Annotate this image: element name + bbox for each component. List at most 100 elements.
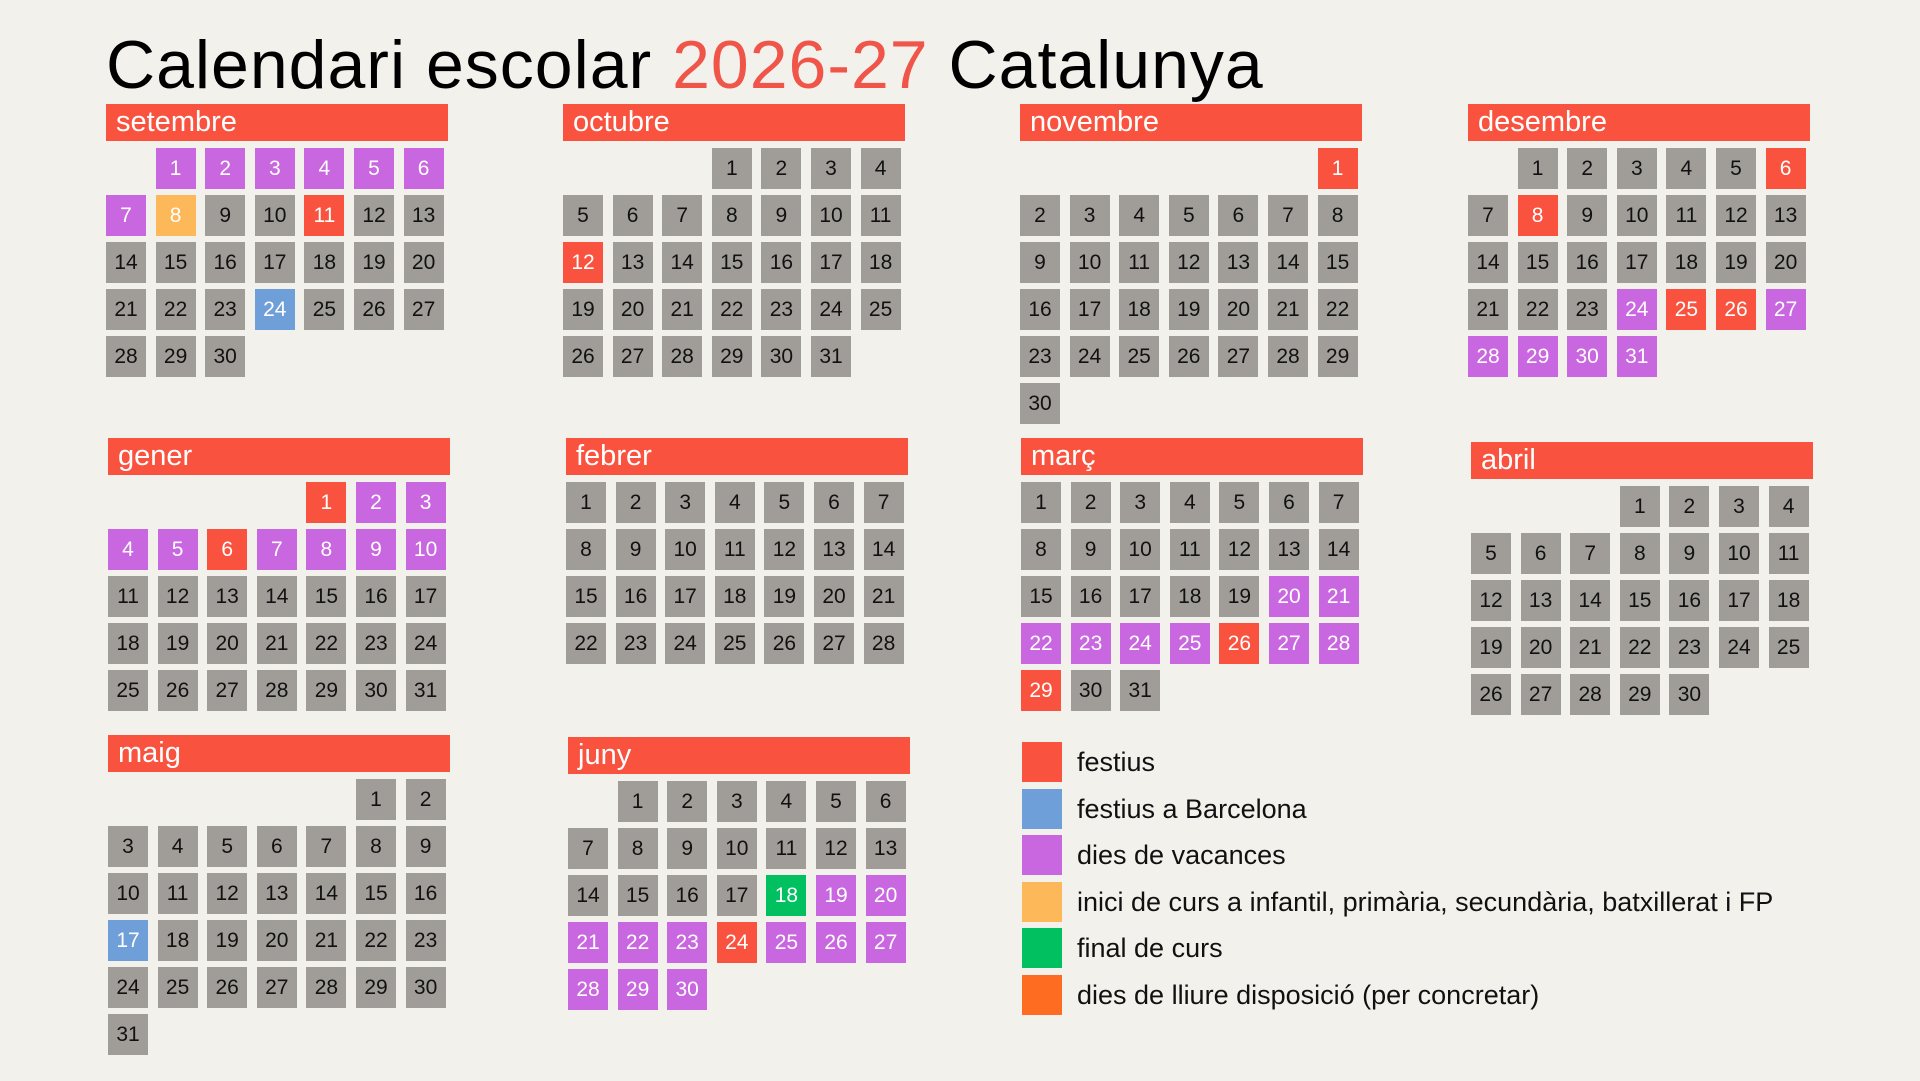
day-cell: 14 xyxy=(306,873,347,914)
day-cell: 15 xyxy=(1317,242,1358,283)
day-cell: 6 xyxy=(814,482,854,523)
day-cell: 2 xyxy=(1020,195,1060,236)
day-cell: 22 xyxy=(711,289,752,330)
day-cell: 4 xyxy=(1119,195,1160,236)
month-header: desembre xyxy=(1468,104,1810,141)
day-cell: 7 xyxy=(256,529,297,570)
day-cell: 20 xyxy=(865,875,906,916)
day-cell: 31 xyxy=(1120,670,1161,711)
day-cell: 6 xyxy=(1269,482,1309,523)
month-grid: 1 2 3 4 5 6 7 8 9 10 11 12 13 14 15 16 17 18 19 20 21 22 23 24 2… xyxy=(1468,148,1810,448)
day-cell: 12 xyxy=(563,242,603,283)
day-cell: 24 xyxy=(108,967,148,1008)
day-cell: 27 xyxy=(865,922,906,963)
day-cell: 20 xyxy=(814,576,854,617)
day-cell: 5 xyxy=(1716,148,1756,189)
day-cell: 5 xyxy=(1219,482,1260,523)
day-cell: 1 xyxy=(1619,486,1660,527)
day-cell: 29 xyxy=(1317,336,1358,377)
day-cell: 28 xyxy=(106,336,146,377)
day-cell: 10 xyxy=(254,195,295,236)
day-cell: 7 xyxy=(662,195,703,236)
month-març: març 1 2 3 4 5 6 7 8 9 10 11 12 13 14 15 16 17 18 19 20 21 22 2… xyxy=(1021,438,1363,782)
day-cell: 7 xyxy=(1468,195,1508,236)
day-cell: 12 xyxy=(1219,529,1260,570)
day-cell: 26 xyxy=(1716,289,1756,330)
legend-label: final de curs xyxy=(1077,933,1223,963)
day-cell: 9 xyxy=(1567,195,1608,236)
day-cell: 10 xyxy=(1616,195,1657,236)
day-cell: 26 xyxy=(764,623,805,664)
day-cell: 30 xyxy=(1669,674,1710,715)
day-cell: 14 xyxy=(863,529,904,570)
day-cell: 1 xyxy=(155,148,196,189)
day-cell: 2 xyxy=(667,781,708,822)
day-cell: 11 xyxy=(157,873,198,914)
day-cell: 4 xyxy=(1169,482,1210,523)
day-cell: 17 xyxy=(108,920,148,961)
day-cell: 22 xyxy=(617,922,658,963)
day-cell: 26 xyxy=(354,289,394,330)
day-cell: 29 xyxy=(356,967,396,1008)
day-cell: 17 xyxy=(1719,580,1759,621)
day-cell: 3 xyxy=(108,826,148,867)
day-cell: 8 xyxy=(617,828,658,869)
day-cell: 13 xyxy=(814,529,854,570)
day-cell: 2 xyxy=(615,482,656,523)
day-cell: 5 xyxy=(157,529,198,570)
day-cell: 15 xyxy=(1619,580,1660,621)
day-cell: 21 xyxy=(1318,576,1359,617)
day-cell: 13 xyxy=(256,873,297,914)
month-grid: 1 2 3 4 5 6 7 8 9 10 11 12 13 14 15 16 17 18 19 20 21 22 23 24 2… xyxy=(568,781,910,1081)
day-cell: 1 xyxy=(356,779,396,820)
legend-label: inici de curs a infantil, primària, secu… xyxy=(1077,886,1774,917)
day-cell: 18 xyxy=(304,242,345,283)
day-cell: 4 xyxy=(860,148,901,189)
month-header: gener xyxy=(108,438,450,475)
day-cell: 15 xyxy=(566,576,606,617)
day-cell: 15 xyxy=(356,873,396,914)
day-cell: 16 xyxy=(761,242,802,283)
legend-swatch xyxy=(1022,835,1062,875)
day-cell: 7 xyxy=(863,482,904,523)
legend-swatch xyxy=(1022,742,1062,782)
month-grid: 1 2 3 4 5 6 7 8 9 10 11 12 13 14 15 16 17 18 19 20 21 22 23 24 2… xyxy=(563,148,905,448)
day-cell: 11 xyxy=(1169,529,1210,570)
day-cell: 25 xyxy=(108,670,148,711)
month-novembre: novembre 1 2 3 4 5 6 7 8 9 10 11 12 13 14 15 16 17 18 19 20 2… xyxy=(1020,104,1362,448)
day-cell: 13 xyxy=(865,828,906,869)
day-cell: 23 xyxy=(405,920,446,961)
day-cell: 18 xyxy=(714,576,755,617)
day-cell: 30 xyxy=(761,336,802,377)
month-octubre: octubre 1 2 3 4 5 6 7 8 9 10 11 12 13 14 15 16 17 18 19 20 21… xyxy=(563,104,905,448)
day-cell: 8 xyxy=(711,195,752,236)
day-cell: 9 xyxy=(615,529,656,570)
day-cell: 22 xyxy=(356,920,396,961)
day-cell: 16 xyxy=(667,875,708,916)
day-cell: 22 xyxy=(1317,289,1358,330)
day-cell: 10 xyxy=(1120,529,1161,570)
day-cell: 30 xyxy=(1070,670,1111,711)
day-cell: 29 xyxy=(1517,336,1558,377)
day-cell: 12 xyxy=(816,828,856,869)
day-cell: 19 xyxy=(1471,627,1511,668)
day-cell: 14 xyxy=(1318,529,1359,570)
day-cell: 11 xyxy=(1119,242,1160,283)
month-gener: gener 1 2 3 4 5 6 7 8 9 10 11 12 13 14 15 16 17 18 19 20 21 22… xyxy=(108,438,450,782)
day-cell: 23 xyxy=(1669,627,1710,668)
day-cell: 18 xyxy=(1119,289,1160,330)
day-cell: 28 xyxy=(662,336,703,377)
day-cell: 13 xyxy=(1218,242,1259,283)
day-cell: 10 xyxy=(665,529,706,570)
day-cell: 9 xyxy=(205,195,246,236)
month-juny: juny 1 2 3 4 5 6 7 8 9 10 11 12 13 14 15 16 17 18 19 20 21 22 2… xyxy=(568,737,910,1081)
day-cell: 18 xyxy=(860,242,901,283)
day-cell: 7 xyxy=(1318,482,1359,523)
month-header: març xyxy=(1021,438,1363,475)
day-cell: 4 xyxy=(1666,148,1707,189)
day-cell: 11 xyxy=(860,195,901,236)
day-cell: 28 xyxy=(1268,336,1308,377)
day-cell: 21 xyxy=(1570,627,1611,668)
day-cell: 28 xyxy=(863,623,904,664)
legend-swatch xyxy=(1022,788,1062,829)
